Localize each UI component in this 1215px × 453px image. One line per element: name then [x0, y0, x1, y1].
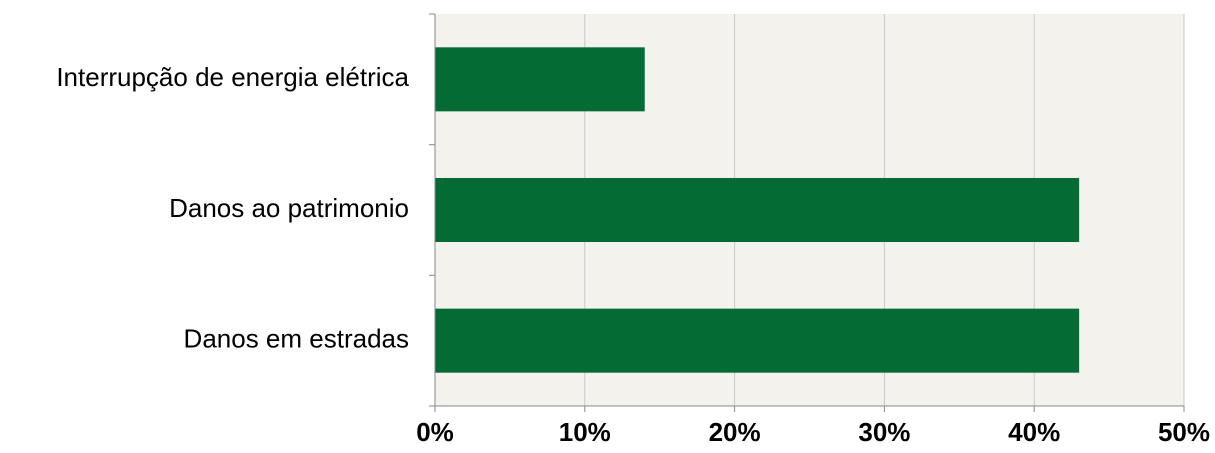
x-tick-label: 0%: [416, 417, 454, 447]
x-tick-label: 20%: [709, 417, 761, 447]
category-labels: Interrupção de energia elétrica Danos ao …: [56, 62, 409, 353]
x-tick-label: 30%: [858, 417, 910, 447]
x-tick-label: 40%: [1008, 417, 1060, 447]
category-label: Interrupção de energia elétrica: [56, 62, 409, 92]
x-tick-label: 10%: [559, 417, 611, 447]
axes: [429, 13, 1185, 412]
bar: [435, 177, 1080, 243]
bar: [435, 308, 1080, 373]
bars: [435, 47, 1080, 373]
bar: [435, 47, 645, 112]
x-tick-labels: 0% 10% 20% 30% 40% 50%: [416, 417, 1210, 447]
x-tick-label: 50%: [1158, 417, 1210, 447]
category-label: Danos em estradas: [184, 324, 409, 354]
category-label: Danos ao patrimonio: [169, 193, 409, 223]
